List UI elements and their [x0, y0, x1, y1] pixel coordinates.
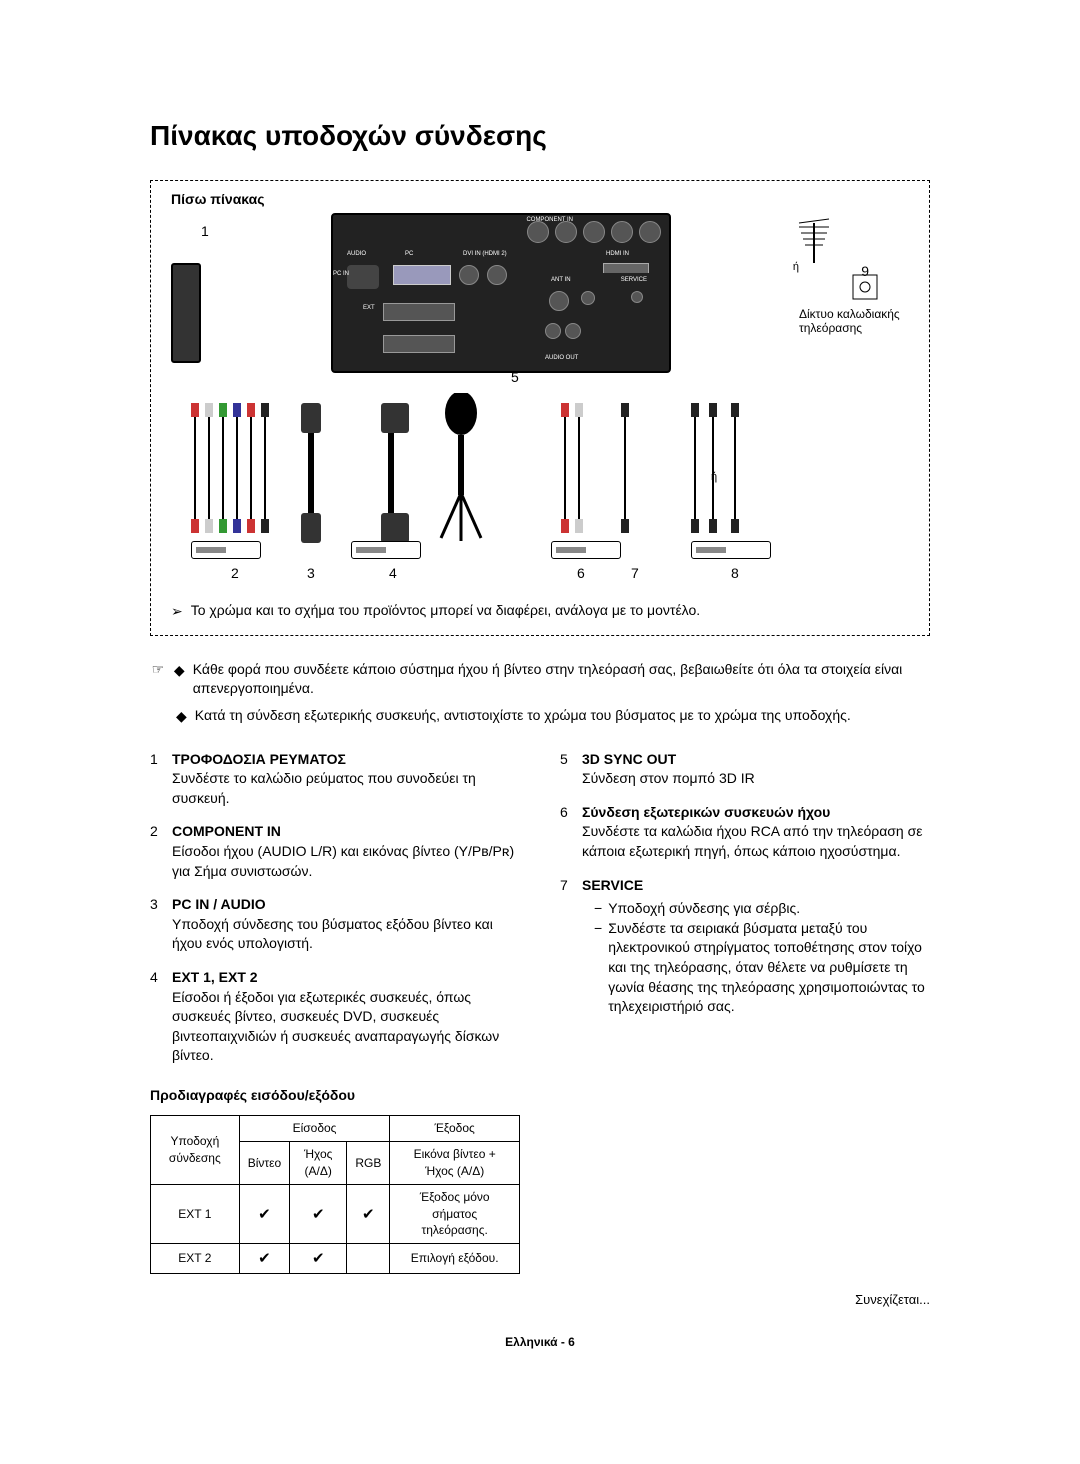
- num-2: 2: [231, 565, 239, 581]
- side-panel: [171, 263, 201, 363]
- cell: ✔: [347, 1184, 390, 1243]
- device-1: [191, 541, 261, 559]
- label-ant: ANT IN: [551, 277, 571, 283]
- label-pc-in: PC IN: [333, 271, 349, 277]
- cell: [347, 1244, 390, 1274]
- num-9: 9: [861, 263, 869, 279]
- item-num: 5: [560, 750, 582, 789]
- num-1: 1: [201, 223, 209, 239]
- left-column: 1 ΤΡΟΦΟΔΟΣΙΑ ΡΕΥΜΑΤΟΣ Συνδέστε το καλώδι…: [150, 750, 520, 1275]
- diagram: COMPONENT IN AUDIO PC DVI IN (HDMI 2) HD…: [171, 213, 909, 593]
- item-body: Συνδέστε το καλώδιο ρεύματος που συνοδεύ…: [172, 770, 476, 806]
- scart-cable: [381, 403, 401, 543]
- num-8: 8: [731, 565, 739, 581]
- label-audio: AUDIO: [347, 251, 366, 257]
- item-body: Είσοδοι ή έξοδοι για εξωτερικές συσκευές…: [172, 989, 499, 1064]
- diagram-box: Πίσω πίνακας COMPONENT IN AUDIO PC DVI I…: [150, 180, 930, 636]
- io-title: Προδιαγραφές εισόδου/εξόδου: [150, 1086, 520, 1106]
- item-body: Είσοδοι ήχου (AUDIO L/R) και εικόνας βίν…: [172, 843, 514, 879]
- sync-port: [581, 291, 595, 305]
- th-video: Βίντεο: [239, 1142, 289, 1185]
- th-output: Έξοδος: [390, 1116, 520, 1142]
- hand-icon: ☞: [150, 660, 166, 679]
- item-body: Συνδέστε τα καλώδια ήχου RCA από την τηλ…: [582, 823, 923, 859]
- item-num: 2: [150, 822, 172, 881]
- item-title: ΤΡΟΦΟΔΟΣΙΑ ΡΕΥΜΑΤΟΣ: [172, 751, 346, 767]
- notes: ☞ ◆ Κάθε φορά που συνδέετε κάποιο σύστημ…: [150, 660, 930, 726]
- service-port: [631, 291, 643, 303]
- num-6: 6: [577, 565, 585, 581]
- num-4: 4: [389, 565, 397, 581]
- item-title: EXT 1, EXT 2: [172, 969, 258, 985]
- cell: Έξοδος μόνο σήματος τηλεόρασης.: [390, 1184, 520, 1243]
- cell: Επιλογή εξόδου.: [390, 1244, 520, 1274]
- cell: EXT 1: [151, 1184, 240, 1243]
- label-pc: PC: [405, 251, 413, 257]
- tripod-icon: [431, 393, 491, 543]
- th-out: Εικόνα βίντεο + Ήχος (Α/Δ): [390, 1142, 520, 1185]
- label-audio-out: AUDIO OUT: [545, 355, 578, 361]
- arrow-icon: ➢: [171, 602, 183, 621]
- right-panel: ANT IN SERVICE AUDIO OUT: [531, 273, 661, 363]
- label-hdmi: HDMI IN: [606, 251, 629, 257]
- dvi-port: [459, 265, 479, 285]
- label-dvi: DVI IN (HDMI 2): [463, 251, 507, 257]
- item-title: PC IN / AUDIO: [172, 896, 266, 912]
- th-input: Είσοδος: [239, 1116, 390, 1142]
- or-label: ή: [793, 261, 799, 273]
- note-2: Κατά τη σύνδεση εξωτερικής συσκευής, αντ…: [195, 706, 851, 725]
- or-label-2: ή: [711, 471, 717, 483]
- item-num: 4: [150, 968, 172, 1066]
- label-service: SERVICE: [621, 277, 647, 283]
- power-port: [347, 265, 379, 289]
- cell: EXT 2: [151, 1244, 240, 1274]
- item-body: Υποδοχή σύνδεσης του βύσματος εξόδου βίν…: [172, 916, 493, 952]
- device-2: [351, 541, 421, 559]
- item-title: Σύνδεση εξωτερικών συσκευών ήχου: [582, 804, 830, 820]
- item-num: 7: [560, 876, 582, 1017]
- vga-cable: [301, 403, 321, 543]
- audio-port: [487, 265, 507, 285]
- cell: ✔: [290, 1244, 347, 1274]
- device-4: [691, 541, 771, 559]
- cell: ✔: [239, 1184, 289, 1243]
- sub-item: Συνδέστε τα σειριακά βύσματα μεταξύ του …: [608, 919, 930, 1017]
- label-ext: EXT: [363, 305, 375, 311]
- item-title: SERVICE: [582, 877, 643, 893]
- item-num: 6: [560, 803, 582, 862]
- scart-2: [383, 303, 455, 321]
- vga-port: [393, 265, 451, 285]
- antenna-icon: [789, 213, 839, 263]
- page-number: Ελληνικά - 6: [150, 1335, 930, 1349]
- num-3: 3: [307, 565, 315, 581]
- cell: ✔: [290, 1184, 347, 1243]
- item-num: 1: [150, 750, 172, 809]
- device-3: [551, 541, 621, 559]
- io-table: Υποδοχή σύνδεσης Είσοδος Έξοδος Βίντεο Ή…: [150, 1115, 520, 1274]
- continued: Συνεχίζεται...: [150, 1292, 930, 1307]
- th-connector: Υποδοχή σύνδεσης: [151, 1116, 240, 1184]
- th-audio: Ήχος (Α/Δ): [290, 1142, 347, 1185]
- item-body: Σύνδεση στον πομπό 3D IR: [582, 770, 755, 786]
- page-title: Πίνακας υποδοχών σύνδεσης: [150, 120, 930, 152]
- num-5: 5: [511, 369, 519, 385]
- item-title: 3D SYNC OUT: [582, 751, 676, 767]
- diagram-note: Το χρώμα και το σχήμα του προϊόντος μπορ…: [191, 601, 700, 620]
- right-column: 5 3D SYNC OUT Σύνδεση στον πομπό 3D IR 6…: [560, 750, 930, 1275]
- item-title: COMPONENT IN: [172, 823, 281, 839]
- cell: ✔: [239, 1244, 289, 1274]
- cable-tv-label: Δίκτυο καλωδιακής τηλεόρασης: [799, 307, 919, 335]
- num-7: 7: [631, 565, 639, 581]
- sub-item: Υποδοχή σύνδεσης για σέρβις.: [608, 899, 800, 919]
- ant-port: [549, 291, 569, 311]
- panel-label: Πίσω πίνακας: [171, 191, 909, 207]
- scart-1: [383, 335, 455, 353]
- item-num: 3: [150, 895, 172, 954]
- note-1: Κάθε φορά που συνδέετε κάποιο σύστημα ήχ…: [193, 660, 930, 698]
- th-rgb: RGB: [347, 1142, 390, 1185]
